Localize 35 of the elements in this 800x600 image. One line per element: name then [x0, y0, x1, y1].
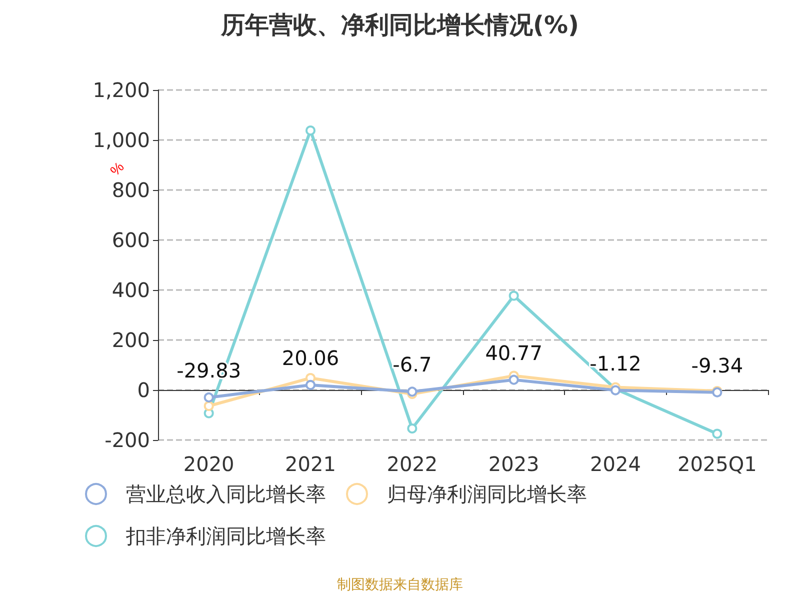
y-tick-label: -200	[104, 428, 150, 452]
y-tick-label: 400	[112, 278, 150, 302]
x-tick-label: 2024	[590, 452, 641, 476]
point	[407, 386, 418, 397]
point	[407, 424, 418, 434]
data-label: -9.34	[691, 353, 744, 378]
data-label: -1.12	[590, 351, 642, 376]
data-label: 20.06	[282, 346, 340, 370]
y-tick-label: 600	[112, 228, 150, 252]
data-label: -29.83	[176, 358, 242, 382]
point	[508, 290, 519, 301]
x-tick-label: 2025Q1	[677, 452, 757, 476]
point	[204, 392, 214, 402]
y-axis-title: %	[106, 158, 127, 179]
x-tick-label: 2022	[386, 452, 438, 476]
text: 制图数据来自数据库	[337, 577, 463, 593]
y-tick-label: 800	[112, 178, 150, 202]
y-tick-label: 1,000	[92, 128, 150, 152]
point	[306, 380, 316, 390]
y-tick-label: 200	[112, 328, 150, 352]
x-tick-label: 2021	[285, 452, 336, 476]
point	[204, 401, 214, 411]
point	[712, 428, 722, 439]
data-label: -6.7	[392, 352, 432, 377]
point	[306, 126, 316, 136]
chart-title: 历年营收、净利同比增长情况(%)	[220, 11, 579, 39]
data-label: 40.77	[485, 340, 542, 365]
legend-label: 归母净利润同比增长率	[387, 482, 587, 506]
x-tick-label: 2020	[183, 452, 234, 476]
y-tick-label: 1,200	[92, 78, 150, 102]
y-tick-label: 0	[137, 378, 150, 402]
x-tick-label: 2023	[488, 452, 540, 476]
point	[508, 374, 519, 385]
legend-label: 营业总收入同比增长率	[126, 482, 326, 506]
legend-label: 扣非净利润同比增长率	[125, 524, 326, 548]
